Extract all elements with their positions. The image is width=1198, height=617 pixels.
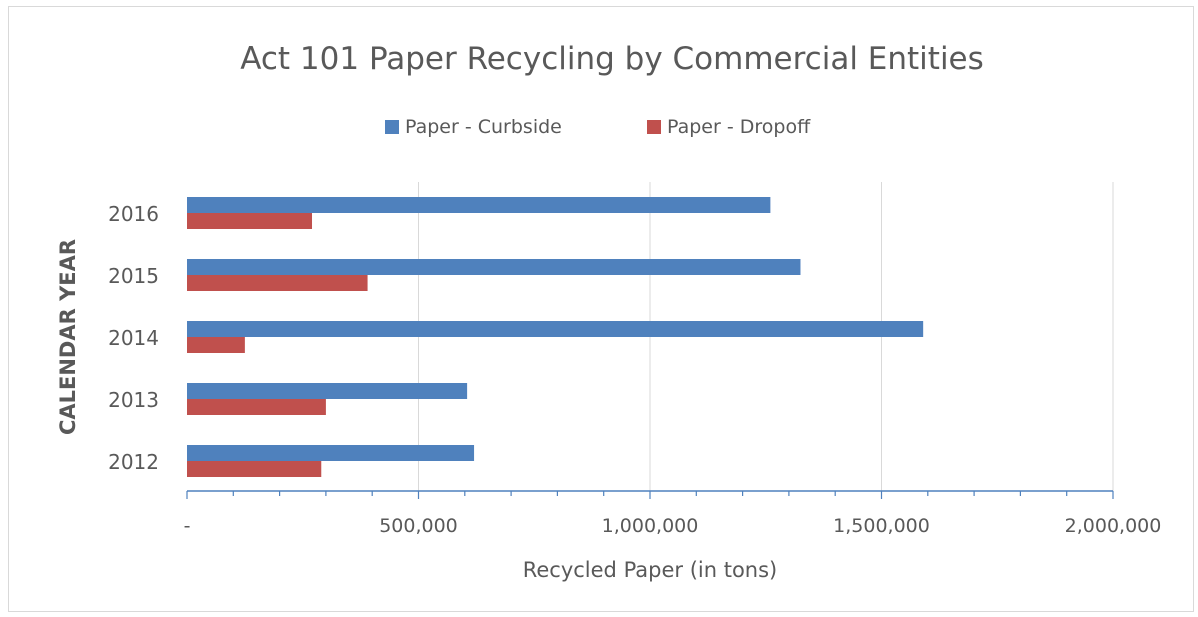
chart-frame: Act 101 Paper Recycling by Commercial En… [8, 6, 1194, 612]
y-tick-labels: 2016 2015 2014 2013 2012 [108, 202, 159, 474]
bar-2016-curbside [187, 197, 771, 213]
x-axis-label: Recycled Paper (in tons) [523, 558, 778, 582]
x-tick-label-3: 1,500,000 [833, 515, 930, 537]
legend-swatch-curbside [385, 120, 399, 134]
bar-2012-dropoff [187, 461, 322, 477]
bar-2014-curbside [187, 321, 924, 337]
y-tick-label-2013: 2013 [108, 388, 159, 412]
y-tick-label-2016: 2016 [108, 202, 159, 226]
bar-2012-curbside [187, 445, 475, 461]
bar-2014-dropoff [187, 337, 245, 353]
y-axis-label: CALENDAR YEAR [56, 239, 80, 435]
y-tick-label-2012: 2012 [108, 450, 159, 474]
x-tick-label-0: - [184, 515, 191, 537]
bar-2013-dropoff [187, 399, 326, 415]
x-tick-label-1: 500,000 [379, 515, 458, 537]
y-tick-label-2014: 2014 [108, 326, 159, 350]
legend-swatch-dropoff [647, 120, 661, 134]
x-axis: - 500,000 1,000,000 1,500,000 2,000,000 [184, 490, 1162, 537]
chart-title: Act 101 Paper Recycling by Commercial En… [240, 41, 984, 77]
bar-2015-dropoff [187, 275, 368, 291]
x-tick-label-2: 1,000,000 [602, 515, 699, 537]
bars [187, 197, 924, 477]
legend: Paper - Curbside Paper - Dropoff [385, 116, 811, 138]
legend-label-dropoff: Paper - Dropoff [667, 116, 811, 138]
legend-label-curbside: Paper - Curbside [405, 116, 562, 138]
x-tick-label-4: 2,000,000 [1065, 515, 1162, 537]
bar-chart: Act 101 Paper Recycling by Commercial En… [56, 41, 1162, 582]
y-tick-label-2015: 2015 [108, 264, 159, 288]
bar-2013-curbside [187, 383, 468, 399]
bar-2016-dropoff [187, 213, 313, 229]
bar-2015-curbside [187, 259, 801, 275]
